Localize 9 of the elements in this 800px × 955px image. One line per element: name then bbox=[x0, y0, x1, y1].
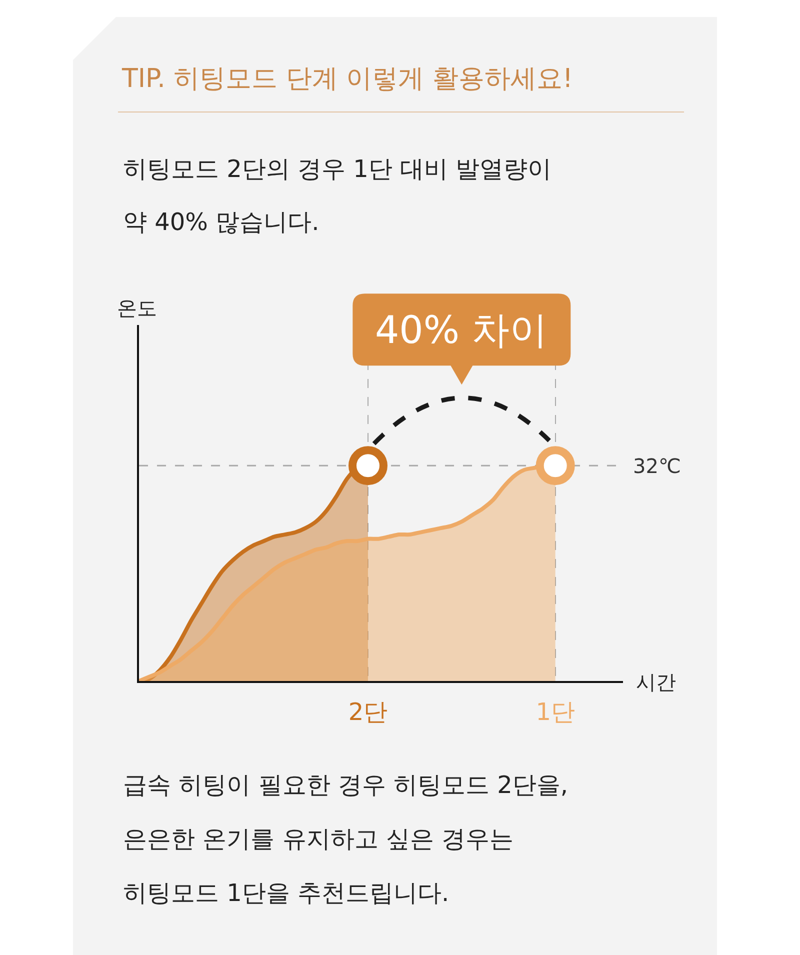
text: 온도 bbox=[117, 296, 157, 320]
x-tick-label: 1단 bbox=[536, 698, 575, 726]
chart-title: TIP. 히팅모드 단계 이렇게 활용하세요! bbox=[121, 64, 573, 94]
x-tick-label: 2단 bbox=[348, 698, 388, 726]
text: 급속 히팅이 필요한 경우 히팅모드 2단을, 은은한 온기를 유지하고 싶은 경우는 히팅모드 1단을 추천드립니다. bbox=[123, 771, 568, 907]
ref-line-label: 32℃ bbox=[633, 454, 681, 478]
chart-subtitle: 히팅모드 2단의 경우 1단 대비 발열량이 약 40% 많습니다. bbox=[123, 155, 552, 236]
x-axis-title: 시간 bbox=[636, 670, 676, 694]
text: 40% 차이 bbox=[375, 308, 548, 352]
